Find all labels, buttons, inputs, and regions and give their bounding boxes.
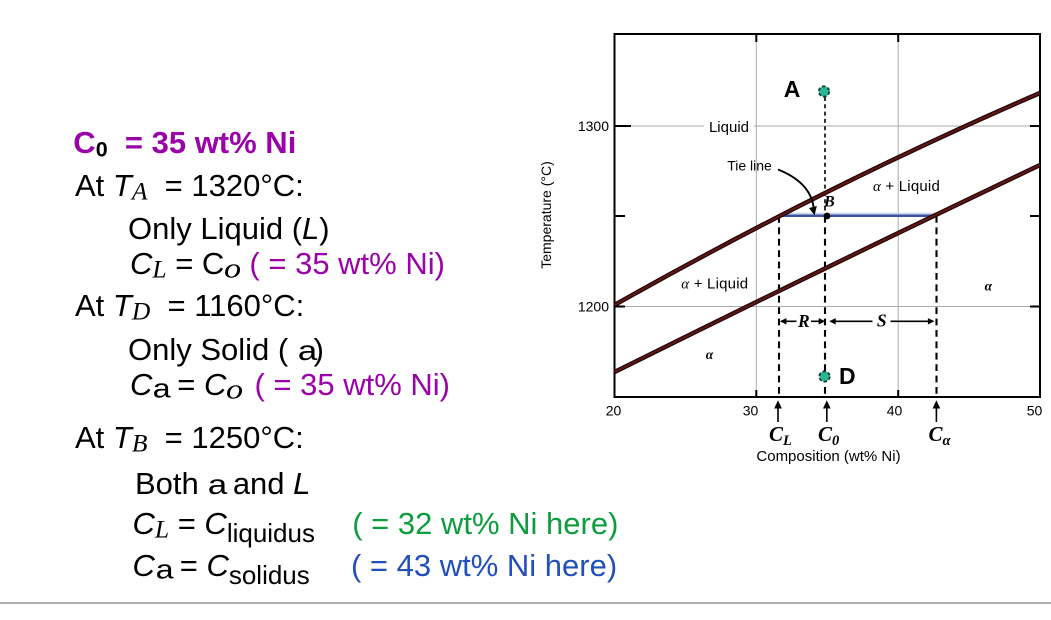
svg-text:B: B [823, 194, 835, 211]
svg-text:1200: 1200 [578, 299, 609, 315]
svg-text:40: 40 [887, 403, 903, 419]
svg-text:1300: 1300 [578, 118, 609, 134]
svg-text:α + Liquid: α + Liquid [873, 178, 940, 195]
svg-text:Cα: Cα [929, 422, 952, 449]
svg-text:50: 50 [1027, 403, 1043, 419]
svg-text:Composition (wt% Ni): Composition (wt% Ni) [756, 448, 900, 465]
svg-text:α: α [706, 347, 714, 362]
svg-text:Liquid: Liquid [709, 119, 749, 136]
svg-text:C0: C0 [818, 422, 839, 449]
svg-text:α: α [985, 278, 993, 293]
svg-text:R: R [797, 311, 810, 331]
svg-text:S: S [877, 311, 887, 331]
svg-text:CL: CL [769, 422, 792, 449]
svg-text:Tie line: Tie line [727, 158, 772, 174]
svg-text:A: A [784, 76, 801, 102]
svg-text:Temperature (°C): Temperature (°C) [538, 161, 554, 269]
svg-text:20: 20 [606, 403, 622, 419]
svg-text:α + Liquid: α + Liquid [681, 276, 748, 293]
svg-text:30: 30 [743, 403, 759, 419]
svg-text:D: D [839, 363, 856, 389]
